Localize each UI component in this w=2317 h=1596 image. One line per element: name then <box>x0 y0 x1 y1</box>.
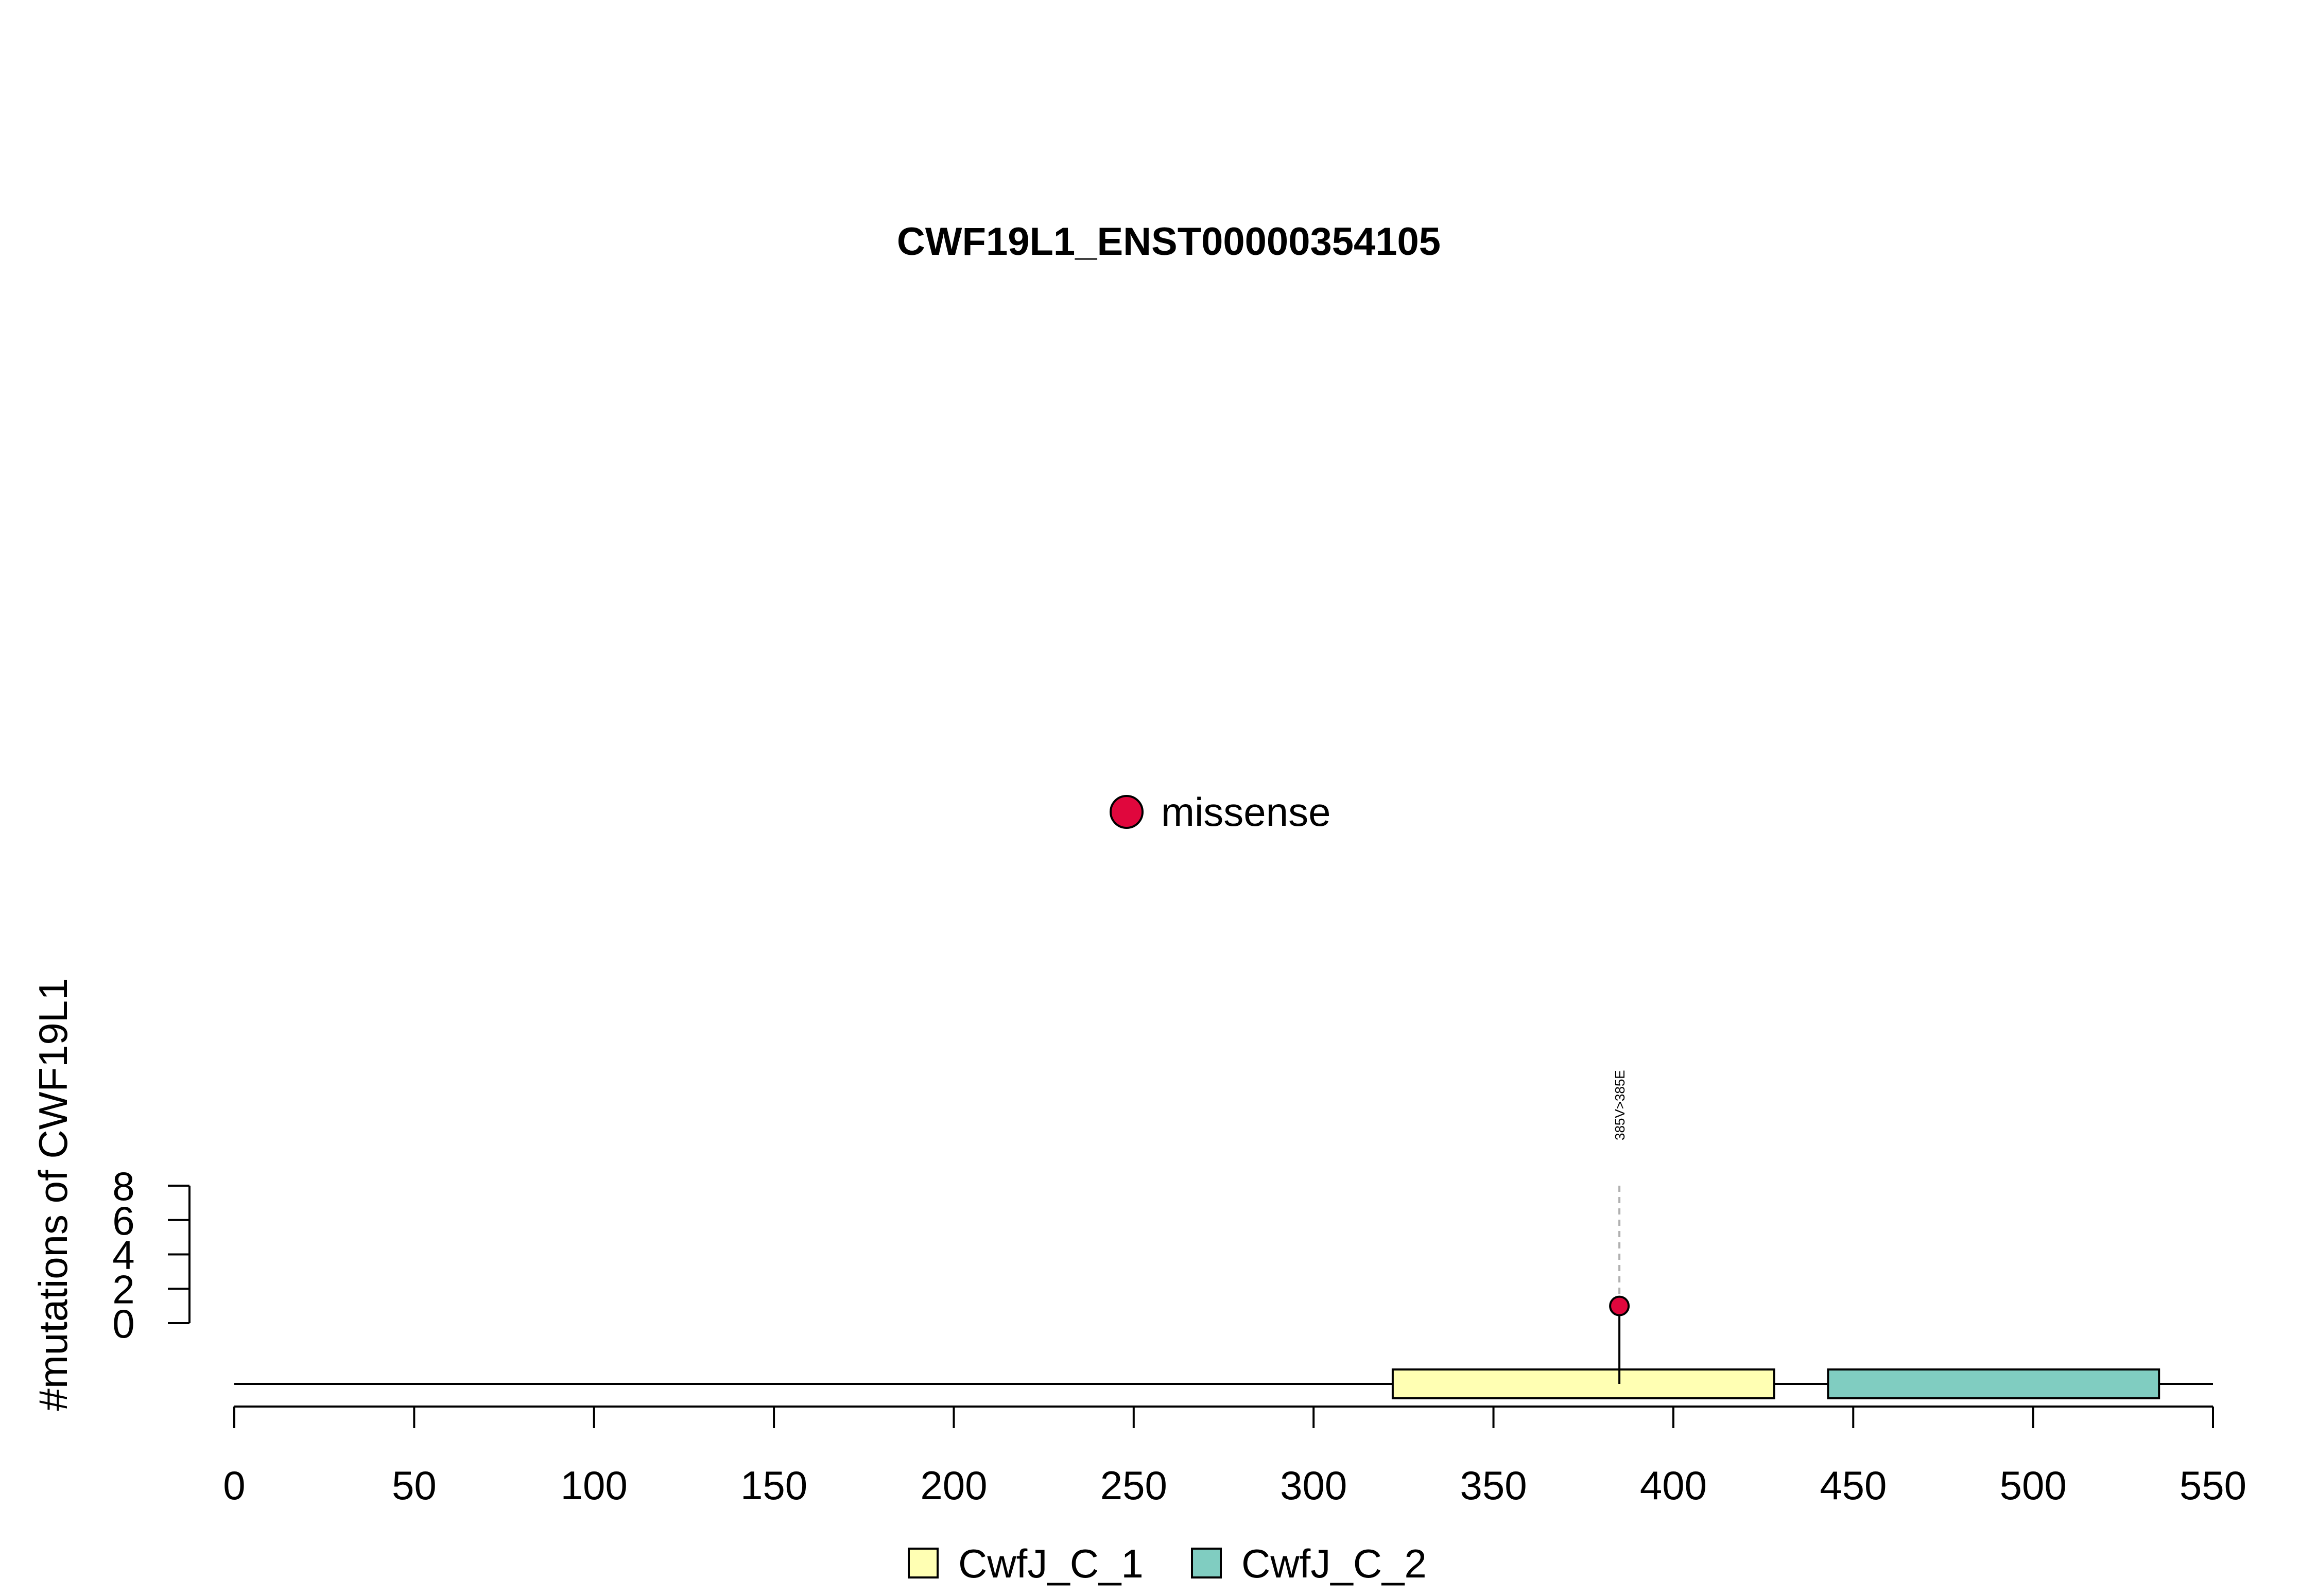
x-tick-label: 0 <box>223 1463 245 1508</box>
y-tick-label: 0 <box>112 1301 134 1346</box>
x-tick-label: 350 <box>1460 1463 1527 1508</box>
x-tick-label: 400 <box>1640 1463 1707 1508</box>
mutation-point <box>1609 1295 1630 1316</box>
x-axis: 0 50 100 150 200 250 300 350 400 450 500 550 <box>223 1406 2246 1508</box>
x-tick-label: 100 <box>561 1463 628 1508</box>
y-tick-label: 6 <box>112 1198 134 1243</box>
legend-missense-label: missense <box>1161 789 1330 835</box>
domain-legend: CwfJ_C_1 CwfJ_C_2 <box>908 1541 1427 1586</box>
x-tick-label: 150 <box>740 1463 807 1508</box>
mutation-label: 385V>385E <box>1612 1070 1628 1140</box>
x-tick-label: 200 <box>920 1463 987 1508</box>
chart-title: CWF19L1_ENST00000354105 <box>897 220 1441 264</box>
legend-entry-label: CwfJ_C_1 <box>958 1541 1144 1586</box>
y-tick-label: 2 <box>112 1267 134 1312</box>
x-tick-label: 550 <box>2180 1463 2246 1508</box>
legend-entry-label: CwfJ_C_2 <box>1241 1541 1427 1586</box>
domain-cwfj-c-1 <box>1391 1368 1775 1399</box>
y-tick-label: 4 <box>112 1233 134 1278</box>
mutation-lollipops: 385V>385E <box>1609 1070 1630 1384</box>
y-tick-label: 8 <box>112 1164 134 1209</box>
protein-domains <box>1391 1368 2160 1399</box>
mutation-legend: missense <box>1110 789 1330 835</box>
x-tick-label: 450 <box>1820 1463 1887 1508</box>
x-tick-label: 500 <box>2000 1463 2067 1508</box>
x-tick-label: 50 <box>392 1463 437 1508</box>
legend-missense-marker <box>1110 795 1144 829</box>
y-axis-label: #mutations of CWF19L1 <box>30 978 76 1411</box>
legend-swatch <box>908 1548 939 1578</box>
legend-swatch <box>1191 1548 1222 1578</box>
x-tick-label: 300 <box>1280 1463 1347 1508</box>
domain-cwfj-c-2 <box>1827 1368 2160 1399</box>
x-tick-label: 250 <box>1100 1463 1167 1508</box>
